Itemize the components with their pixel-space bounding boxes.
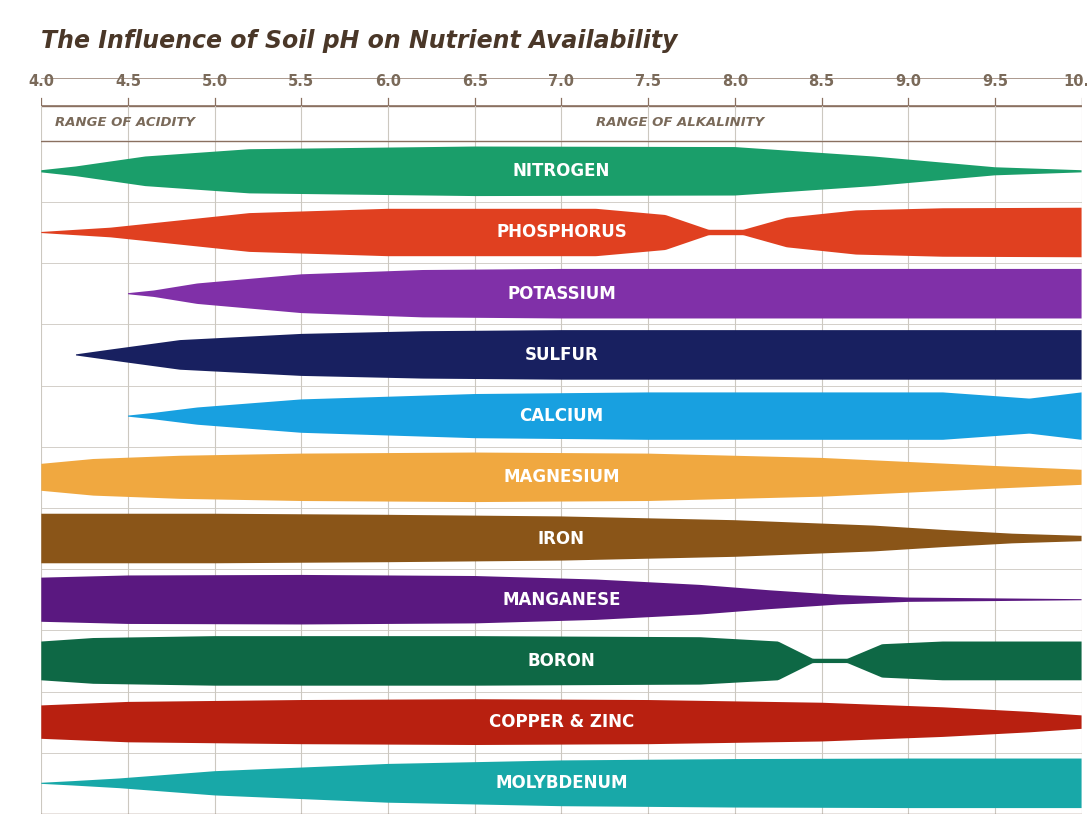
Polygon shape [41,514,1082,564]
Text: RANGE OF ACIDITY: RANGE OF ACIDITY [55,116,196,129]
Text: 6.0: 6.0 [375,74,401,88]
Polygon shape [41,699,1082,745]
Text: 6.5: 6.5 [462,74,488,88]
Text: CALCIUM: CALCIUM [520,407,603,425]
Polygon shape [41,636,1082,685]
Text: MANGANESE: MANGANESE [502,591,621,609]
Polygon shape [41,208,1082,258]
Text: RANGE OF ALKALINITY: RANGE OF ALKALINITY [596,116,764,129]
Text: IRON: IRON [538,529,585,547]
Text: PHOSPHORUS: PHOSPHORUS [496,223,627,241]
Text: The Influence of Soil pH on Nutrient Availability: The Influence of Soil pH on Nutrient Ava… [41,29,678,52]
Polygon shape [41,146,1082,196]
Text: MOLYBDENUM: MOLYBDENUM [496,775,627,793]
Text: POTASSIUM: POTASSIUM [507,285,616,303]
Polygon shape [128,269,1082,318]
Text: 7.5: 7.5 [635,74,661,88]
Polygon shape [128,393,1082,440]
Text: 9.5: 9.5 [982,74,1008,88]
Text: 5.0: 5.0 [201,74,228,88]
Polygon shape [41,452,1082,502]
Text: NITROGEN: NITROGEN [513,162,610,180]
Text: 7.0: 7.0 [549,74,574,88]
Polygon shape [41,758,1082,808]
Text: 8.5: 8.5 [809,74,835,88]
Text: 9.0: 9.0 [896,74,921,88]
Text: BORON: BORON [527,652,596,670]
Text: 10.0: 10.0 [1063,74,1087,88]
Text: 8.0: 8.0 [722,74,748,88]
Text: 5.5: 5.5 [288,74,314,88]
Polygon shape [76,330,1082,380]
Polygon shape [41,575,1082,624]
Text: 4.5: 4.5 [115,74,141,88]
Text: 4.0: 4.0 [28,74,54,88]
Text: COPPER & ZINC: COPPER & ZINC [489,713,634,731]
Text: MAGNESIUM: MAGNESIUM [503,468,620,487]
Text: SULFUR: SULFUR [525,346,598,364]
